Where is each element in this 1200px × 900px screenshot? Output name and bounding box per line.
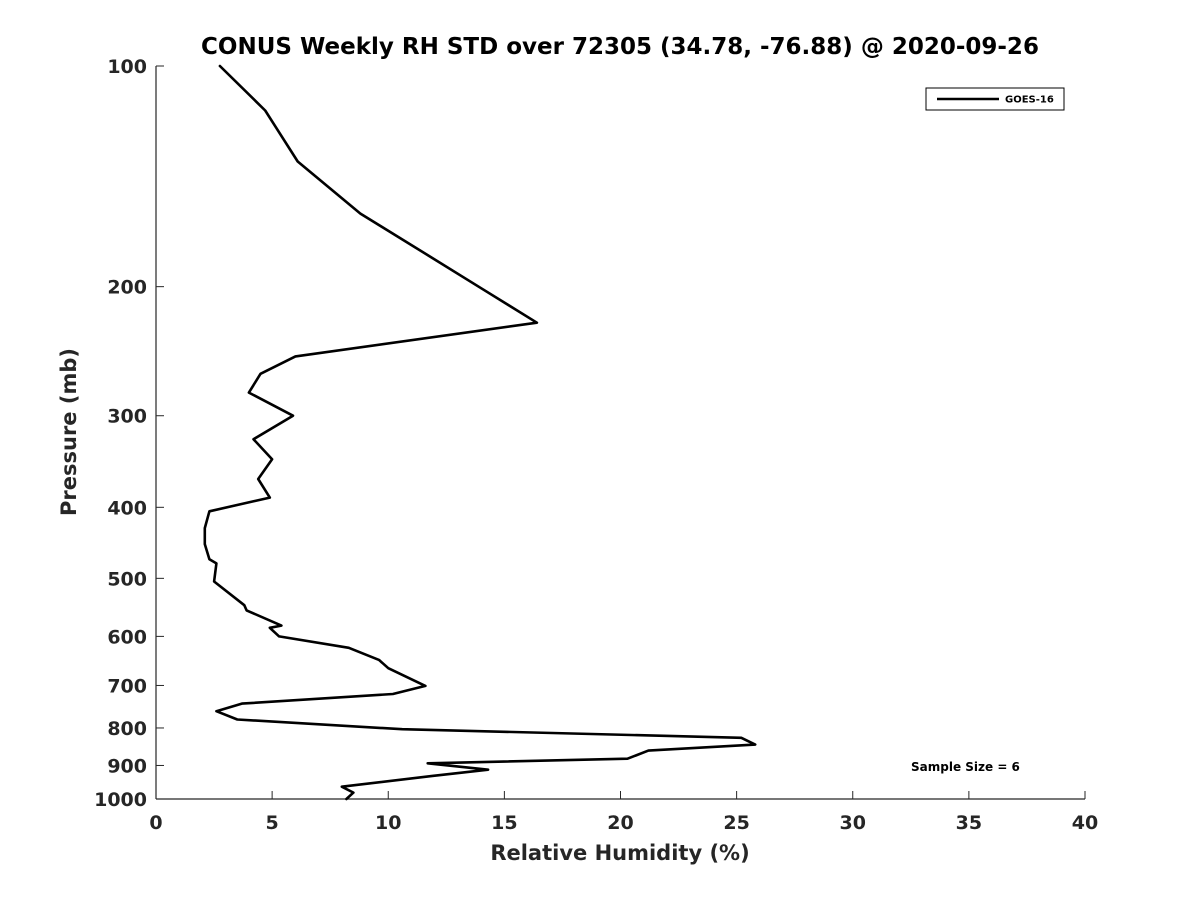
y-tick-label: 100 <box>107 56 147 78</box>
x-tick-label: 20 <box>607 812 633 834</box>
x-tick-label: 10 <box>375 812 401 834</box>
x-tick-label: 25 <box>723 812 749 834</box>
y-tick-label: 1000 <box>94 789 147 811</box>
y-axis-label: Pressure (mb) <box>57 348 81 516</box>
legend-label-goes-16: GOES-16 <box>1005 95 1054 106</box>
y-tick-label: 200 <box>107 277 147 299</box>
y-tick-label: 500 <box>107 568 147 590</box>
legend: GOES-16 <box>925 87 1065 111</box>
plot-area <box>156 66 1085 799</box>
x-tick-label: 0 <box>149 812 162 834</box>
sample-size-annotation: Sample Size = 6 <box>911 760 1020 774</box>
x-tick-label: 30 <box>840 812 866 834</box>
x-tick-label: 35 <box>956 812 982 834</box>
x-axis-label: Relative Humidity (%) <box>490 841 749 865</box>
series-line-goes-16 <box>203 64 757 801</box>
x-tick-label: 15 <box>491 812 517 834</box>
series-layer <box>203 64 757 801</box>
x-tick-label: 40 <box>1072 812 1098 834</box>
x-axis-ticks: 0 5 10 15 20 25 30 35 40 <box>149 791 1098 834</box>
y-tick-label: 900 <box>107 755 147 777</box>
y-tick-label: 300 <box>107 406 147 428</box>
y-tick-label: 700 <box>107 675 147 697</box>
y-tick-label: 600 <box>107 626 147 648</box>
y-tick-label: 400 <box>107 497 147 519</box>
chart-title: CONUS Weekly RH STD over 72305 (34.78, -… <box>201 34 1039 60</box>
y-tick-label: 800 <box>107 718 147 740</box>
y-axis-ticks: 100 200 300 400 500 600 700 800 900 1000 <box>94 56 164 811</box>
x-tick-label: 5 <box>266 812 279 834</box>
